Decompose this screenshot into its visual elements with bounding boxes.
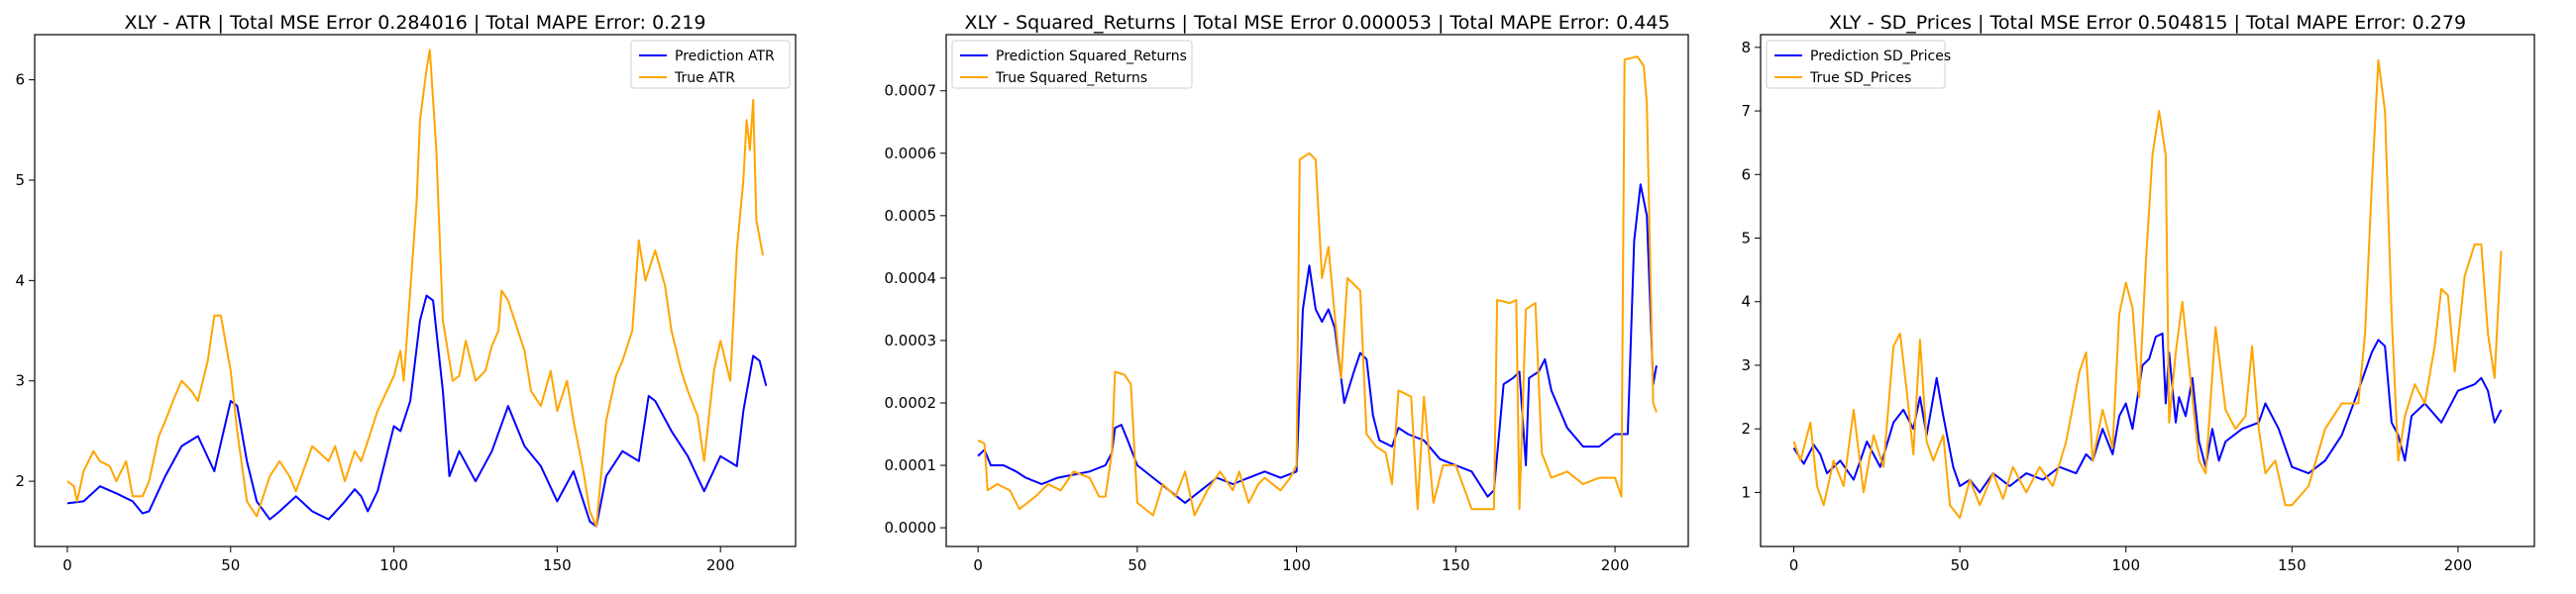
y-tick-label: 2 [1741, 420, 1751, 438]
plot-frame [945, 34, 1689, 547]
chart-title: XLY - SD_Prices | Total MSE Error 0.5048… [1829, 12, 2466, 34]
y-tick-label: 0.0002 [885, 394, 937, 412]
x-tick-label: 100 [1282, 556, 1311, 574]
y-tick-label: 7 [1741, 102, 1751, 120]
x-tick-label: 150 [2278, 556, 2307, 574]
series-line-prediction [66, 294, 768, 528]
series-line-true [977, 55, 1658, 517]
legend: Prediction SD_Prices True SD_Prices [1766, 40, 1951, 89]
legend-label: True SD_Prices [1809, 70, 1911, 86]
y-tick-label: 4 [15, 271, 25, 289]
y-tick-label: 5 [15, 171, 25, 189]
x-tick-label: 200 [1601, 556, 1630, 574]
x-tick-label: 150 [1442, 556, 1470, 574]
x-tick-label: 150 [543, 556, 572, 574]
y-tick-label: 0.0005 [885, 207, 937, 225]
legend-box [1766, 40, 1946, 89]
chart-squared-returns: XLY - Squared_Returns | Total MSE Error … [885, 12, 1689, 574]
plot-frame [1760, 34, 2535, 547]
y-tick-label: 6 [15, 71, 25, 89]
y-tick-label: 6 [1741, 165, 1751, 183]
y-tick-label: 4 [1741, 293, 1751, 311]
legend: Prediction Squared_Returns True Squared_R… [951, 40, 1193, 89]
y-tick-label: 5 [1741, 230, 1751, 248]
legend-label: Prediction ATR [675, 49, 775, 64]
chart-sd-prices: XLY - SD_Prices | Total MSE Error 0.5048… [1741, 12, 2535, 574]
y-tick-label: 3 [15, 372, 25, 390]
legend: Prediction ATR True ATR [630, 40, 791, 89]
x-tick-label: 0 [973, 556, 983, 574]
y-tick-label: 3 [1741, 356, 1751, 374]
x-tick-label: 100 [379, 556, 408, 574]
series-line-prediction [1792, 332, 2503, 494]
y-tick-label: 0.0004 [885, 269, 937, 287]
x-tick-label: 0 [62, 556, 72, 574]
y-tick-label: 0.0001 [885, 456, 937, 474]
x-tick-label: 0 [1789, 556, 1799, 574]
chart-atr: XLY - ATR | Total MSE Error 0.284016 | T… [15, 12, 797, 574]
x-tick-label: 50 [1951, 556, 1970, 574]
series-line-prediction [977, 183, 1658, 504]
y-tick-label: 0.0003 [885, 332, 937, 349]
x-tick-label: 50 [221, 556, 240, 574]
legend-label: Prediction SD_Prices [1810, 49, 1951, 64]
legend-label: Prediction Squared_Returns [996, 49, 1187, 64]
legend-box [630, 40, 791, 89]
x-tick-label: 100 [2111, 556, 2140, 574]
chart-title: XLY - Squared_Returns | Total MSE Error … [964, 12, 1669, 34]
x-tick-label: 50 [1127, 556, 1146, 574]
x-tick-label: 200 [2444, 556, 2473, 574]
x-tick-label: 200 [706, 556, 735, 574]
chart-title: XLY - ATR | Total MSE Error 0.284016 | T… [125, 12, 706, 34]
legend-label: True ATR [674, 70, 735, 86]
y-tick-label: 0.0006 [885, 145, 937, 162]
series-line-true [66, 49, 764, 528]
y-tick-label: 8 [1741, 39, 1751, 56]
plot-frame [34, 34, 797, 547]
legend-label: True Squared_Returns [995, 70, 1147, 86]
y-tick-label: 0.0007 [885, 82, 937, 100]
y-tick-label: 2 [15, 472, 25, 490]
y-tick-label: 0.0000 [885, 519, 937, 537]
legend-box [951, 40, 1193, 89]
series-line-true [1792, 58, 2503, 520]
y-tick-label: 1 [1741, 483, 1751, 501]
